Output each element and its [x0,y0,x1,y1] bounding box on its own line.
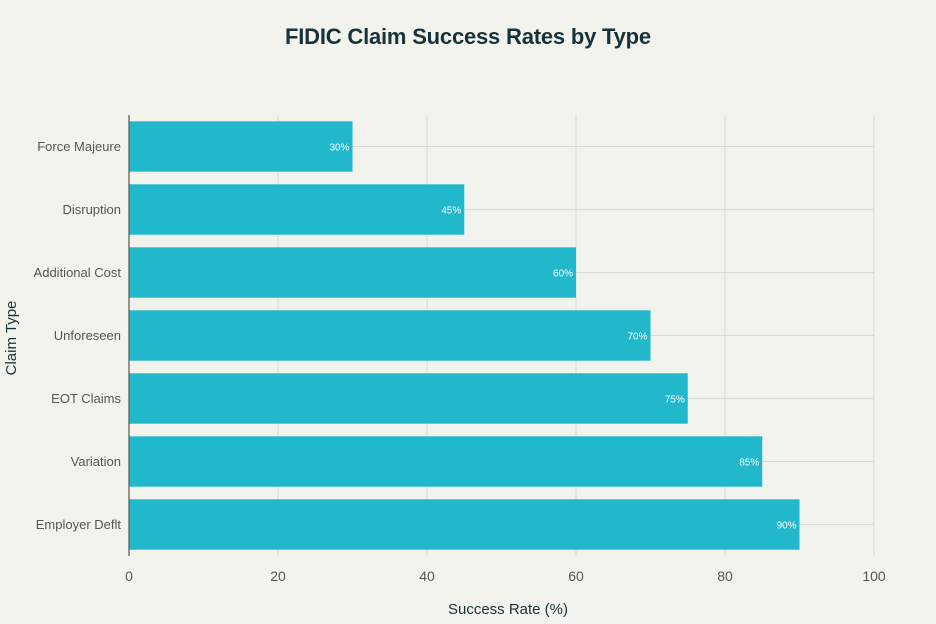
data-label: 90% [776,521,796,532]
x-tick-label: 80 [717,568,733,584]
chart-title: FIDIC Claim Success Rates by Type [285,24,651,49]
x-tick-label: 100 [862,568,886,584]
x-tick-label: 60 [568,568,584,584]
data-label: 85% [739,458,759,469]
data-label: 60% [553,269,573,280]
y-tick-label: Disruption [62,202,121,217]
axes: 0 20 40 60 80 100 Force Majeure Disruption Addit… [34,115,886,584]
bar-employer-deflt[interactable] [129,499,800,550]
x-axis-title: Success Rate (%) [448,601,568,618]
y-tick-label: Force Majeure [37,139,121,154]
bar-force-majeure[interactable] [129,121,353,172]
data-label: 70% [627,332,647,343]
y-tick-label: Unforeseen [54,328,121,343]
x-tick-label: 0 [125,568,133,584]
x-tick-label: 40 [419,568,435,584]
y-axis-title: Claim Type [3,301,20,376]
y-tick-label: Variation [71,454,121,469]
bar-additional-cost[interactable] [129,247,576,298]
bar-disruption[interactable] [129,184,465,235]
data-label: 45% [441,206,461,217]
bars: 30% 45% 60% 70% 75% 85% 90% [129,121,800,550]
y-tick-label: Employer Deflt [36,517,122,532]
x-tick-label: 20 [270,568,286,584]
y-tick-label: EOT Claims [51,391,121,406]
data-label: 30% [329,143,349,154]
y-tick-label: Additional Cost [34,265,122,280]
bar-unforeseen[interactable] [129,310,651,361]
bar-variation[interactable] [129,436,763,487]
bar-eot-claims[interactable] [129,373,688,424]
data-label: 75% [665,395,685,406]
